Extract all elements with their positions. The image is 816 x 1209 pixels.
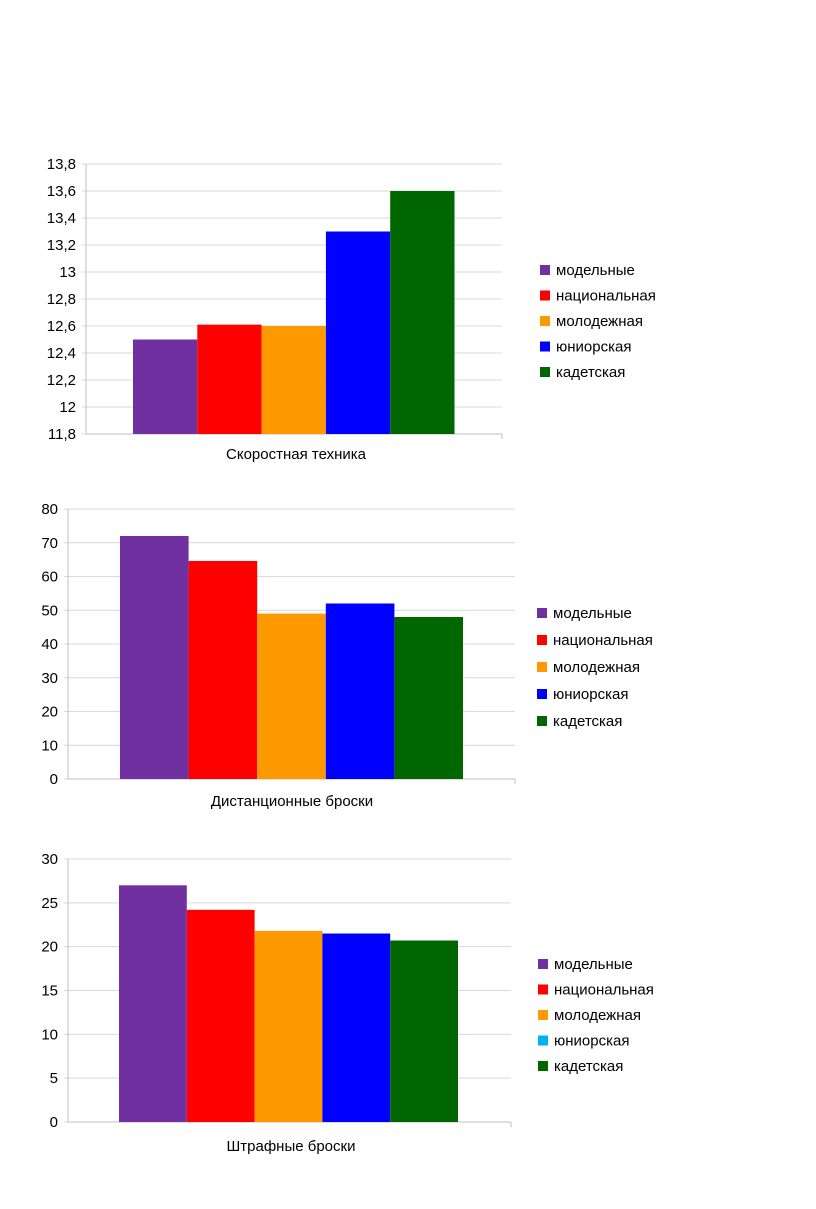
legend-label: национальная xyxy=(553,632,653,649)
bar-молодежная xyxy=(261,326,326,434)
legend-label: модельные xyxy=(553,605,632,622)
bar-молодежная xyxy=(257,613,326,779)
legend-label: юниорская xyxy=(554,1033,629,1050)
legend-swatch xyxy=(537,662,547,672)
bar-кадетская xyxy=(394,617,463,779)
legend-swatch xyxy=(537,689,547,699)
y-tick-label: 0 xyxy=(50,1114,58,1131)
y-tick-label: 60 xyxy=(41,569,58,586)
legend-label: кадетская xyxy=(556,364,625,381)
legend-label: молодежная xyxy=(556,313,643,330)
y-tick-label: 13,4 xyxy=(47,210,76,227)
chart-2: 0 10 20 30 40 50 60 70 80 Дистанционные броски мод… xyxy=(41,501,653,810)
y-tick-label: 13 xyxy=(59,264,76,281)
legend: модельные национальная молодежная юниорская… xyxy=(538,956,654,1075)
bar-юниорская xyxy=(322,933,391,1122)
y-tick-label: 12 xyxy=(59,399,76,416)
y-tick-label: 30 xyxy=(41,851,58,868)
legend-label: модельные xyxy=(556,262,635,279)
bar-юниорская xyxy=(325,231,391,434)
legend-swatch xyxy=(540,341,550,352)
y-tick-label: 5 xyxy=(50,1070,58,1087)
legend: модельные национальная молодежная юниорская… xyxy=(537,605,653,730)
legend-swatch xyxy=(538,1061,548,1071)
bar-национальная xyxy=(188,560,258,779)
y-tick-label: 70 xyxy=(41,535,58,552)
y-tick-label: 13,2 xyxy=(47,237,76,254)
legend-swatch xyxy=(540,265,550,275)
y-tick-label: 12,8 xyxy=(47,291,76,308)
legend-swatch xyxy=(540,290,550,301)
y-tick-label: 10 xyxy=(41,1026,58,1043)
y-tick-label: 0 xyxy=(50,771,58,788)
legend-label: юниорская xyxy=(556,339,631,356)
bar-национальная xyxy=(186,909,255,1122)
legend-swatch xyxy=(537,635,547,645)
y-tick-label: 80 xyxy=(41,501,58,518)
y-tick-label: 12,2 xyxy=(47,372,76,389)
bar-молодежная xyxy=(254,930,323,1122)
bar-модельные xyxy=(133,339,198,434)
legend-swatch xyxy=(537,608,547,618)
bar-модельные xyxy=(119,885,187,1122)
y-tick-label: 12,4 xyxy=(47,345,76,362)
bar-национальная xyxy=(197,324,262,434)
y-tick-label: 10 xyxy=(41,737,58,754)
y-tick-label: 13,8 xyxy=(47,156,76,173)
legend-swatch xyxy=(540,367,550,377)
legend: модельные национальная молодежная юниорская… xyxy=(540,262,656,381)
category-label: Скоростная техника xyxy=(226,446,367,463)
legend-label: кадетская xyxy=(554,1058,623,1075)
legend-label: юниорская xyxy=(553,686,628,703)
y-tick-label: 40 xyxy=(41,636,58,653)
legend-label: национальная xyxy=(556,288,656,305)
chart-1: 11,8 12 12,2 12,4 12,6 12,8 13 13,2 13,4 13,6 13,8… xyxy=(47,156,656,463)
legend-swatch xyxy=(538,959,548,969)
y-tick-label: 25 xyxy=(41,895,58,912)
y-tick-label: 20 xyxy=(41,939,58,956)
legend-swatch xyxy=(538,984,548,995)
legend-label: молодежная xyxy=(553,659,640,676)
chart-3: 0 5 10 15 20 25 30 Штрафные броски модельные наци… xyxy=(41,851,654,1155)
category-label: Дистанционные броски xyxy=(211,793,373,810)
y-tick-label: 30 xyxy=(41,670,58,687)
legend-swatch xyxy=(537,716,547,726)
legend-swatch xyxy=(540,316,550,326)
category-label: Штрафные броски xyxy=(227,1138,356,1155)
legend-label: национальная xyxy=(554,982,654,999)
bar-модельные xyxy=(120,536,189,779)
y-tick-label: 20 xyxy=(41,704,58,721)
legend-swatch xyxy=(538,1010,548,1020)
bar-кадетская xyxy=(390,940,458,1122)
legend-label: модельные xyxy=(554,956,633,973)
bar-юниорская xyxy=(325,603,395,779)
legend-swatch xyxy=(538,1035,548,1046)
y-tick-label: 50 xyxy=(41,602,58,619)
legend-label: молодежная xyxy=(554,1007,641,1024)
y-tick-label: 13,6 xyxy=(47,183,76,200)
y-tick-label: 15 xyxy=(41,983,58,1000)
y-tick-label: 12,6 xyxy=(47,318,76,335)
y-tick-label: 11,8 xyxy=(48,426,76,443)
legend-label: кадетская xyxy=(553,713,622,730)
bar-кадетская xyxy=(390,191,455,434)
